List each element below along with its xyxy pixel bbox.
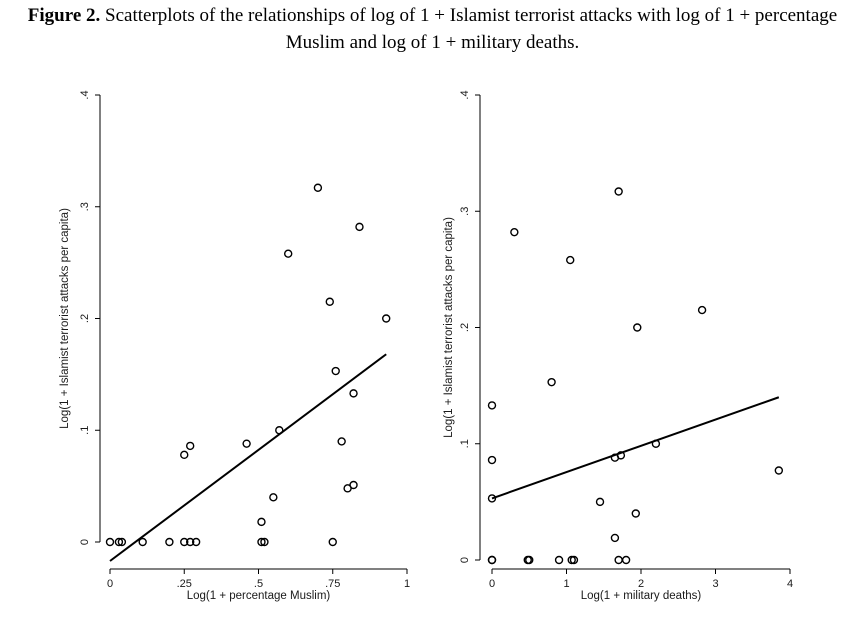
figure-caption-label: Figure 2. xyxy=(27,5,101,26)
data-point xyxy=(616,451,626,460)
x-tick-label: 0 xyxy=(489,578,495,590)
data-point xyxy=(633,323,642,332)
data-point xyxy=(569,555,579,565)
x-axis-title: Log(1 + military deaths) xyxy=(581,590,702,602)
scatterplot-military-deaths: 0 .1 .2 .3 .4 0 1 2 3 4 Log(1 + military deaths) Lo… xyxy=(430,60,825,616)
data-point xyxy=(349,389,358,398)
data-point xyxy=(114,537,124,547)
data-point xyxy=(595,497,605,507)
data-point xyxy=(487,494,497,503)
data-point xyxy=(355,222,364,232)
data-point xyxy=(382,314,391,323)
data-point xyxy=(631,509,640,518)
data-point xyxy=(275,426,284,435)
data-point xyxy=(180,537,189,547)
y-tick-label: .1 xyxy=(79,426,91,435)
y-tick-label: .4 xyxy=(79,90,91,99)
y-tick-label: .3 xyxy=(79,202,91,211)
data-point xyxy=(185,537,195,547)
data-point xyxy=(774,466,784,475)
data-point xyxy=(614,555,623,565)
scatterplot-right-svg: 0 .1 .2 .3 .4 0 1 2 3 4 Log(1 + military deaths) Lo… xyxy=(443,90,793,602)
y-tick-label: .4 xyxy=(459,90,471,99)
x-axis-title: Log(1 + percentage Muslim) xyxy=(187,590,331,602)
data-point xyxy=(328,537,337,547)
x-tick-label: .75 xyxy=(325,578,340,590)
fitted-regression-line xyxy=(491,396,780,500)
data-point xyxy=(185,441,195,451)
figure-caption-text: Scatterplots of the relationships of log… xyxy=(100,5,838,53)
x-tick-label: .25 xyxy=(177,578,192,590)
data-point xyxy=(269,493,278,502)
data-point xyxy=(257,537,266,547)
data-point xyxy=(242,439,251,448)
data-point xyxy=(349,480,358,490)
x-tick-label: 4 xyxy=(787,578,793,590)
x-tick-label: 0 xyxy=(107,578,113,590)
fitted-regression-line xyxy=(109,353,387,562)
data-point xyxy=(138,537,147,547)
y-tick-label: .3 xyxy=(459,207,471,216)
y-tick-label: .2 xyxy=(79,314,91,323)
data-point xyxy=(180,450,189,460)
data-point xyxy=(260,537,269,547)
data-point xyxy=(697,305,707,315)
data-point xyxy=(487,455,497,465)
data-point xyxy=(331,366,340,376)
data-point xyxy=(487,401,497,410)
scatterplot-left-svg: 0 .1 .2 .3 .4 0 .25 .5 .75 1 Log(1 + percentage Mu… xyxy=(59,90,410,602)
y-tick-label: 0 xyxy=(79,539,91,545)
data-point xyxy=(554,555,564,565)
data-point xyxy=(487,555,497,565)
data-point xyxy=(283,249,293,258)
data-point xyxy=(610,533,620,543)
data-point xyxy=(117,537,127,547)
data-point xyxy=(191,537,201,547)
data-point xyxy=(614,187,623,196)
data-point xyxy=(510,227,519,237)
x-tick-label: 2 xyxy=(638,578,644,590)
data-point xyxy=(105,537,115,547)
figure-caption: Figure 2. Scatterplots of the relationsh… xyxy=(0,2,865,56)
y-axis-title: Log(1 + Islamist terrorist attacks per c… xyxy=(59,208,71,429)
data-point xyxy=(566,255,575,265)
x-tick-label: 3 xyxy=(712,578,718,590)
data-point xyxy=(165,537,174,547)
data-point xyxy=(621,555,631,565)
y-tick-label: .2 xyxy=(459,323,471,332)
y-axis-title: Log(1 + Islamist terrorist attacks per c… xyxy=(443,217,455,438)
data-point xyxy=(651,439,661,448)
data-point xyxy=(337,437,346,446)
y-tick-label: 0 xyxy=(459,557,471,563)
x-tick-label: 1 xyxy=(563,578,569,590)
data-point xyxy=(325,297,334,306)
data-point xyxy=(525,555,534,565)
x-tick-label: 1 xyxy=(404,578,410,590)
y-tick-label: .1 xyxy=(459,439,471,448)
x-tick-label: .5 xyxy=(254,578,263,590)
data-point xyxy=(547,377,556,387)
data-point xyxy=(313,183,323,192)
scatterplot-percentage-muslim: 0 .1 .2 .3 .4 0 .25 .5 .75 1 Log(1 + percentage Mu… xyxy=(38,60,428,616)
data-point xyxy=(257,517,266,527)
